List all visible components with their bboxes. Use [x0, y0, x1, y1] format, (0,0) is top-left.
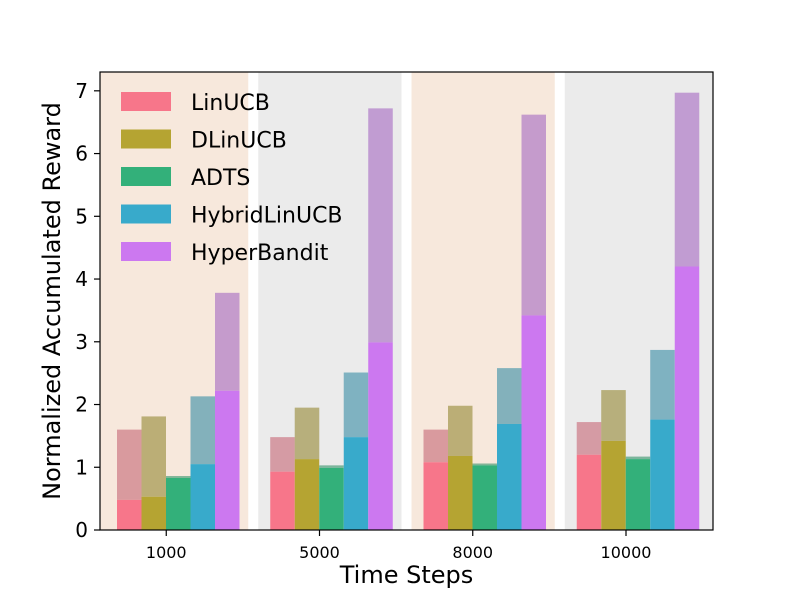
bar-upper-HybridLinUCB-8000 [497, 368, 522, 424]
bar-upper-LinUCB-8000 [423, 429, 448, 463]
bar-upper-shade-ADTS-5000 [319, 465, 344, 468]
legend-label: HyperBandit [191, 241, 329, 266]
y-tick-label: 6 [75, 142, 88, 166]
bar-LinUCB-10000 [576, 454, 602, 530]
bar-HyperBandit-1000 [215, 390, 240, 530]
bar-LinUCB-5000 [270, 471, 295, 530]
bar-upper-shade-ADTS-10000 [625, 456, 651, 460]
bar-upper-HybridLinUCB-1000 [190, 396, 215, 465]
legend-label: ADTS [191, 166, 250, 191]
bar-upper-shade-HybridLinUCB-1000 [190, 396, 215, 465]
bar-upper-DLinUCB-1000 [141, 416, 166, 497]
bar-upper-shade-LinUCB-10000 [576, 422, 602, 455]
legend-swatch [121, 129, 171, 149]
bar-upper-ADTS-1000 [166, 476, 191, 478]
bar-upper-shade-ADTS-8000 [472, 463, 497, 466]
bar-upper-shade-LinUCB-1000 [117, 429, 142, 500]
bar-upper-HyperBandit-5000 [368, 108, 393, 343]
plot-frame [99, 71, 714, 531]
bar-upper-ADTS-8000 [472, 463, 497, 466]
bar-HybridLinUCB-8000 [497, 423, 522, 530]
bar-upper-DLinUCB-8000 [448, 405, 473, 456]
bar-HyperBandit-10000 [674, 266, 700, 530]
bar-upper-HybridLinUCB-10000 [650, 349, 675, 420]
bar-DLinUCB-5000 [294, 459, 320, 530]
bar-upper-shade-LinUCB-5000 [270, 437, 295, 472]
bar-upper-shade-HyperBandit-1000 [215, 292, 240, 391]
legend-label: HybridLinUCB [191, 204, 343, 229]
legend-label: LinUCB [191, 91, 270, 116]
legend-label: DLinUCB [191, 129, 287, 154]
y-axis-title: Normalized Accumulated Reward [38, 102, 66, 500]
x-tick-label: 10000 [601, 543, 652, 562]
bar-LinUCB-1000 [117, 499, 142, 530]
x-axis: 1000 5000 8000 10000 [146, 530, 652, 562]
bar-HybridLinUCB-10000 [650, 419, 675, 530]
bar-LinUCB-8000 [423, 462, 448, 530]
bar-upper-ADTS-10000 [625, 456, 651, 460]
bar-upper-shade-DLinUCB-5000 [294, 407, 320, 460]
y-tick-label: 4 [75, 267, 88, 291]
bar-HyperBandit-8000 [521, 315, 546, 530]
bar-DLinUCB-8000 [448, 455, 473, 530]
bar-upper-HyperBandit-10000 [674, 92, 700, 267]
bar-upper-HyperBandit-1000 [215, 292, 240, 391]
y-tick-label: 2 [75, 393, 88, 417]
bar-upper-shade-LinUCB-8000 [423, 429, 448, 463]
bar-upper-shade-HybridLinUCB-5000 [343, 372, 369, 438]
bar-DLinUCB-10000 [601, 440, 626, 530]
bar-upper-shade-HyperBandit-8000 [521, 114, 546, 316]
y-tick-label: 7 [75, 79, 88, 103]
bar-upper-shade-HybridLinUCB-10000 [650, 349, 675, 420]
bar-upper-shade-DLinUCB-10000 [601, 390, 626, 441]
bar-upper-shade-HyperBandit-10000 [674, 92, 700, 267]
bar-upper-LinUCB-1000 [117, 429, 142, 500]
bar-upper-shade-DLinUCB-8000 [448, 405, 473, 456]
bar-ADTS-1000 [166, 477, 191, 530]
bar-HyperBandit-5000 [368, 342, 393, 530]
x-axis-title: Time Steps [339, 561, 474, 589]
legend: LinUCB DLinUCB ADTS HybridLinUCB HyperBandit [121, 91, 343, 266]
bar-ADTS-8000 [472, 465, 497, 530]
legend-swatch [121, 242, 171, 261]
bar-upper-HyperBandit-8000 [521, 114, 546, 316]
x-tick-label: 1000 [146, 543, 187, 562]
bar-ADTS-10000 [625, 459, 651, 530]
y-tick-label: 3 [75, 330, 88, 354]
legend-swatch [121, 204, 171, 224]
y-axis: 0 1 2 3 4 5 6 7 [75, 79, 100, 542]
bar-HybridLinUCB-5000 [343, 437, 369, 530]
y-tick-label: 0 [75, 518, 88, 542]
bar-upper-ADTS-5000 [319, 465, 344, 468]
bar-upper-shade-DLinUCB-1000 [141, 416, 166, 497]
y-tick-label: 5 [75, 204, 88, 228]
bar-upper-HybridLinUCB-5000 [343, 372, 369, 438]
bar-HybridLinUCB-1000 [190, 464, 215, 530]
bar-upper-shade-HybridLinUCB-8000 [497, 368, 522, 424]
bar-upper-LinUCB-10000 [576, 422, 602, 455]
bar-upper-shade-HyperBandit-5000 [368, 108, 393, 343]
legend-swatch [121, 167, 171, 186]
bar-DLinUCB-1000 [141, 496, 166, 530]
y-tick-label: 1 [75, 455, 88, 479]
bar-ADTS-5000 [319, 467, 344, 530]
bars [117, 92, 700, 530]
x-tick-label: 5000 [299, 543, 340, 562]
x-tick-label: 8000 [452, 543, 493, 562]
bar-upper-DLinUCB-10000 [601, 390, 626, 441]
legend-swatch [121, 92, 171, 111]
bar-upper-DLinUCB-5000 [294, 407, 320, 460]
bar-upper-shade-ADTS-1000 [166, 476, 191, 478]
bar-upper-LinUCB-5000 [270, 437, 295, 472]
